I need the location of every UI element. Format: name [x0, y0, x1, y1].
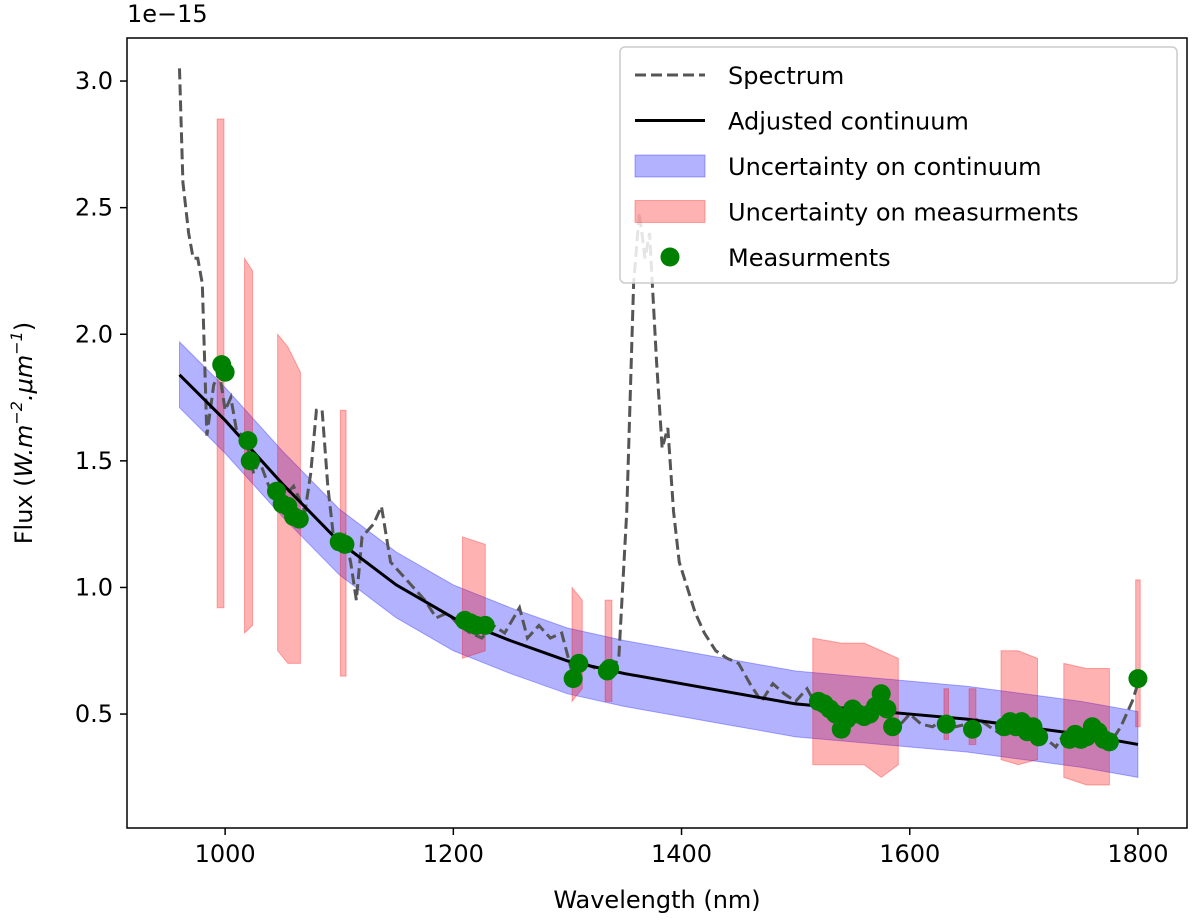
plot-area [177, 68, 1148, 786]
legend-box [619, 46, 1178, 284]
y-label-part: −2 [7, 401, 26, 425]
legend: Spectrum Adjusted continuum Uncertainty on… [619, 46, 1178, 284]
y-tick-label: 2.5 [75, 194, 113, 222]
x-tick-label: 1000 [195, 840, 256, 868]
legend-swatch [634, 200, 706, 223]
x-tick-label: 1600 [879, 840, 940, 868]
y-tick-label: 1.5 [75, 447, 113, 475]
measurement-point [600, 658, 620, 678]
continuum-line [178, 373, 1139, 746]
plot-frame [126, 37, 1188, 829]
legend-swatch [660, 247, 680, 267]
x-tick-label: 1400 [651, 840, 712, 868]
y-label-part: ) [10, 322, 38, 331]
offset-label: 1e−15 [127, 0, 208, 28]
measurement-point [962, 719, 982, 739]
uncertainty-band [461, 536, 486, 660]
uncertainty-band [1135, 579, 1141, 728]
uncertainty-band [604, 599, 613, 702]
measurement-point [883, 717, 903, 737]
measurement-point [1128, 669, 1148, 689]
measurement-point [215, 362, 235, 382]
measurement-point [569, 653, 589, 673]
legend-label: Uncertainty on measurments [728, 199, 1079, 227]
legend-label: Spectrum [728, 62, 844, 90]
measurement-point [475, 615, 495, 635]
y-label-part: W.m [10, 425, 38, 478]
measurement-point [1029, 727, 1049, 747]
x-tick-label: 1800 [1107, 840, 1168, 868]
y-tick-label: 2.0 [75, 320, 113, 348]
measurement-point [289, 509, 309, 529]
measurement-point [871, 684, 891, 704]
measurement-point [563, 669, 583, 689]
y-label-part: −1 [7, 331, 26, 355]
y-tick-label: 3.0 [75, 67, 113, 95]
measurement-point [335, 534, 355, 554]
x-axis-label: Wavelength (nm) [553, 886, 760, 914]
y-label-part: .μm [10, 355, 38, 401]
measurement-point [936, 714, 956, 734]
y-label-part: Flux ( [10, 477, 38, 544]
legend-label: Adjusted continuum [728, 108, 969, 136]
legend-swatch [634, 154, 706, 178]
y-tick-label: 1.0 [75, 573, 113, 601]
measurement-point [877, 699, 897, 719]
legend-label: Uncertainty on continuum [728, 153, 1042, 181]
legend-label: Measurments [728, 244, 891, 272]
measurement-point [240, 451, 260, 471]
measurement-point [238, 431, 258, 451]
x-tick-label: 1200 [423, 840, 484, 868]
y-axis-label: Flux (W.m−2.μm−1) [7, 322, 38, 545]
measurement-point [1099, 732, 1119, 752]
y-tick-label: 0.5 [75, 700, 113, 728]
uncertainty-band [1000, 650, 1039, 766]
